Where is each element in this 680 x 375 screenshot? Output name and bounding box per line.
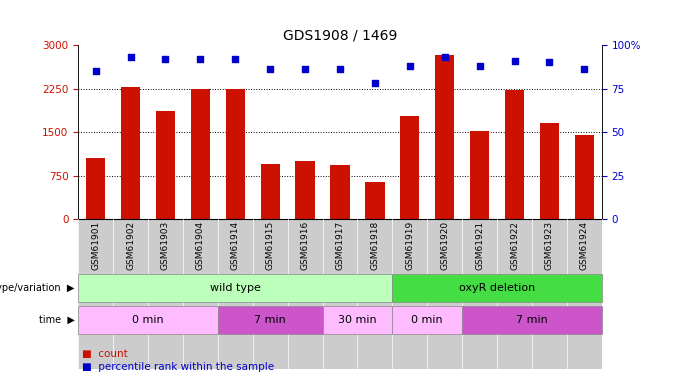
Title: GDS1908 / 1469: GDS1908 / 1469: [283, 28, 397, 42]
Text: 7 min: 7 min: [254, 315, 286, 325]
Text: 30 min: 30 min: [338, 315, 377, 325]
Point: [369, 80, 380, 86]
Point: [300, 66, 311, 72]
Bar: [470, 131, 489, 219]
Bar: [260, 164, 279, 219]
Bar: [191, 88, 210, 219]
Point: [509, 58, 520, 64]
Bar: [435, 56, 454, 219]
Text: genotype/variation  ▶: genotype/variation ▶: [0, 283, 75, 293]
Text: 0 min: 0 min: [132, 315, 164, 325]
Bar: [575, 135, 594, 219]
Point: [195, 56, 206, 62]
Bar: [505, 90, 524, 219]
Point: [230, 56, 241, 62]
Bar: [401, 116, 420, 219]
Point: [335, 66, 345, 72]
Point: [544, 60, 555, 66]
Point: [579, 66, 590, 72]
Text: ■  percentile rank within the sample: ■ percentile rank within the sample: [82, 362, 274, 372]
Bar: [540, 123, 559, 219]
Text: 7 min: 7 min: [516, 315, 548, 325]
Bar: [296, 161, 315, 219]
Bar: [330, 165, 350, 219]
Point: [90, 68, 101, 74]
Text: oxyR deletion: oxyR deletion: [459, 283, 535, 293]
Text: 0 min: 0 min: [411, 315, 443, 325]
Text: wild type: wild type: [210, 283, 260, 293]
Bar: [156, 111, 175, 219]
Text: ■  count: ■ count: [82, 350, 127, 359]
Point: [160, 56, 171, 62]
Bar: [121, 87, 140, 219]
Bar: [226, 88, 245, 219]
Point: [439, 54, 450, 60]
Point: [125, 54, 136, 60]
Point: [405, 63, 415, 69]
Bar: [365, 182, 384, 219]
Point: [265, 66, 275, 72]
Point: [474, 63, 485, 69]
Text: time  ▶: time ▶: [39, 315, 75, 325]
Bar: [86, 158, 105, 219]
